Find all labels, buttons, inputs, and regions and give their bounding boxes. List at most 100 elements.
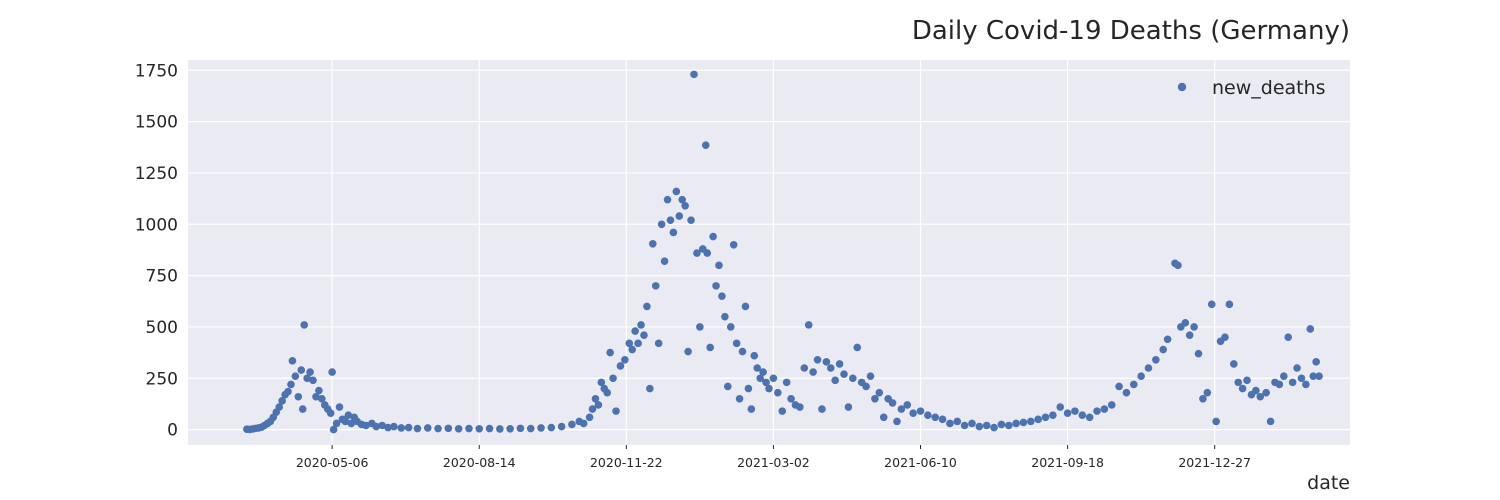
data-point xyxy=(287,380,295,389)
data-point xyxy=(871,395,879,403)
data-point xyxy=(1312,358,1320,366)
data-point xyxy=(982,421,991,430)
data-point xyxy=(1190,323,1198,331)
data-point xyxy=(782,378,791,387)
data-point xyxy=(738,347,747,356)
data-point xyxy=(298,405,307,413)
data-point xyxy=(862,382,870,391)
data-point xyxy=(1234,378,1243,387)
data-point xyxy=(931,413,940,422)
data-point xyxy=(537,424,545,432)
data-point xyxy=(631,327,639,335)
data-point xyxy=(678,195,687,204)
data-point xyxy=(660,257,669,266)
data-point xyxy=(718,292,726,300)
data-point xyxy=(643,302,651,311)
data-point xyxy=(712,282,720,290)
data-point xyxy=(1041,413,1050,422)
data-point xyxy=(1122,388,1131,397)
data-point xyxy=(1085,413,1094,422)
data-point xyxy=(1185,331,1194,339)
y-tick-label: 1250 xyxy=(135,164,178,184)
data-point xyxy=(1115,382,1123,391)
data-point xyxy=(335,403,344,411)
data-point xyxy=(706,343,714,352)
data-point xyxy=(1306,325,1315,333)
data-point xyxy=(288,357,297,365)
data-point xyxy=(666,216,675,224)
data-point xyxy=(924,411,932,420)
data-point xyxy=(696,323,704,331)
data-point xyxy=(1129,380,1138,389)
data-point xyxy=(1203,388,1212,397)
data-point xyxy=(423,424,432,432)
data-point xyxy=(687,216,695,224)
data-point xyxy=(744,384,753,393)
data-point xyxy=(1071,407,1079,415)
legend-label: new_deaths xyxy=(1212,77,1326,99)
data-point xyxy=(404,423,413,432)
data-point xyxy=(609,374,617,383)
data-point xyxy=(849,374,857,383)
data-point xyxy=(568,420,576,429)
data-point xyxy=(454,424,463,433)
data-point xyxy=(1163,335,1172,344)
x-tick-label: 2020-11-22 xyxy=(590,455,663,470)
data-point xyxy=(663,195,672,204)
data-point xyxy=(1212,417,1220,426)
data-point xyxy=(701,141,710,150)
data-point xyxy=(866,372,875,381)
data-point xyxy=(835,360,844,368)
data-point xyxy=(1225,300,1234,309)
data-point xyxy=(1302,380,1310,389)
data-point xyxy=(796,403,804,411)
data-point xyxy=(384,423,392,432)
y-tick-label: 750 xyxy=(146,267,178,287)
y-tick-label: 500 xyxy=(146,318,178,338)
data-point xyxy=(1297,374,1306,383)
data-point xyxy=(774,388,782,397)
legend: new_deaths xyxy=(1177,77,1326,99)
data-point xyxy=(332,419,341,428)
data-point xyxy=(1159,345,1167,354)
data-point xyxy=(585,413,594,422)
data-point xyxy=(960,421,969,430)
data-point xyxy=(557,422,566,431)
data-point xyxy=(735,395,744,403)
data-point xyxy=(294,392,303,401)
data-point xyxy=(347,419,356,428)
x-tick-label: 2021-03-02 xyxy=(737,455,810,470)
data-point xyxy=(1266,417,1275,426)
data-point xyxy=(903,401,912,409)
data-point xyxy=(787,395,795,403)
data-point xyxy=(434,424,442,433)
data-point xyxy=(916,407,925,415)
data-point xyxy=(769,374,778,383)
data-point xyxy=(690,70,698,79)
x-tick-label: 2021-06-10 xyxy=(884,455,957,470)
data-point xyxy=(893,417,901,426)
data-point xyxy=(496,425,504,433)
data-point xyxy=(1194,349,1203,358)
data-point xyxy=(968,419,976,428)
data-point xyxy=(300,321,309,329)
x-axis-label: date xyxy=(1307,472,1350,494)
data-point xyxy=(800,364,809,372)
data-point xyxy=(1221,333,1229,342)
data-point xyxy=(413,424,422,433)
data-point xyxy=(1049,411,1057,420)
data-point xyxy=(637,321,645,329)
data-point xyxy=(606,348,614,357)
data-point xyxy=(516,424,525,433)
data-point xyxy=(809,368,817,376)
data-point xyxy=(390,422,398,431)
data-point xyxy=(946,419,954,428)
data-point xyxy=(897,405,906,413)
data-point xyxy=(1144,364,1153,372)
data-point xyxy=(1275,380,1284,389)
data-point xyxy=(990,423,998,432)
data-point xyxy=(588,405,597,413)
data-point xyxy=(729,241,738,249)
data-point xyxy=(444,424,453,433)
axes: 0 250 500 750 1000 1250 1500 1750 2020-05-06 2020… xyxy=(135,61,1251,470)
